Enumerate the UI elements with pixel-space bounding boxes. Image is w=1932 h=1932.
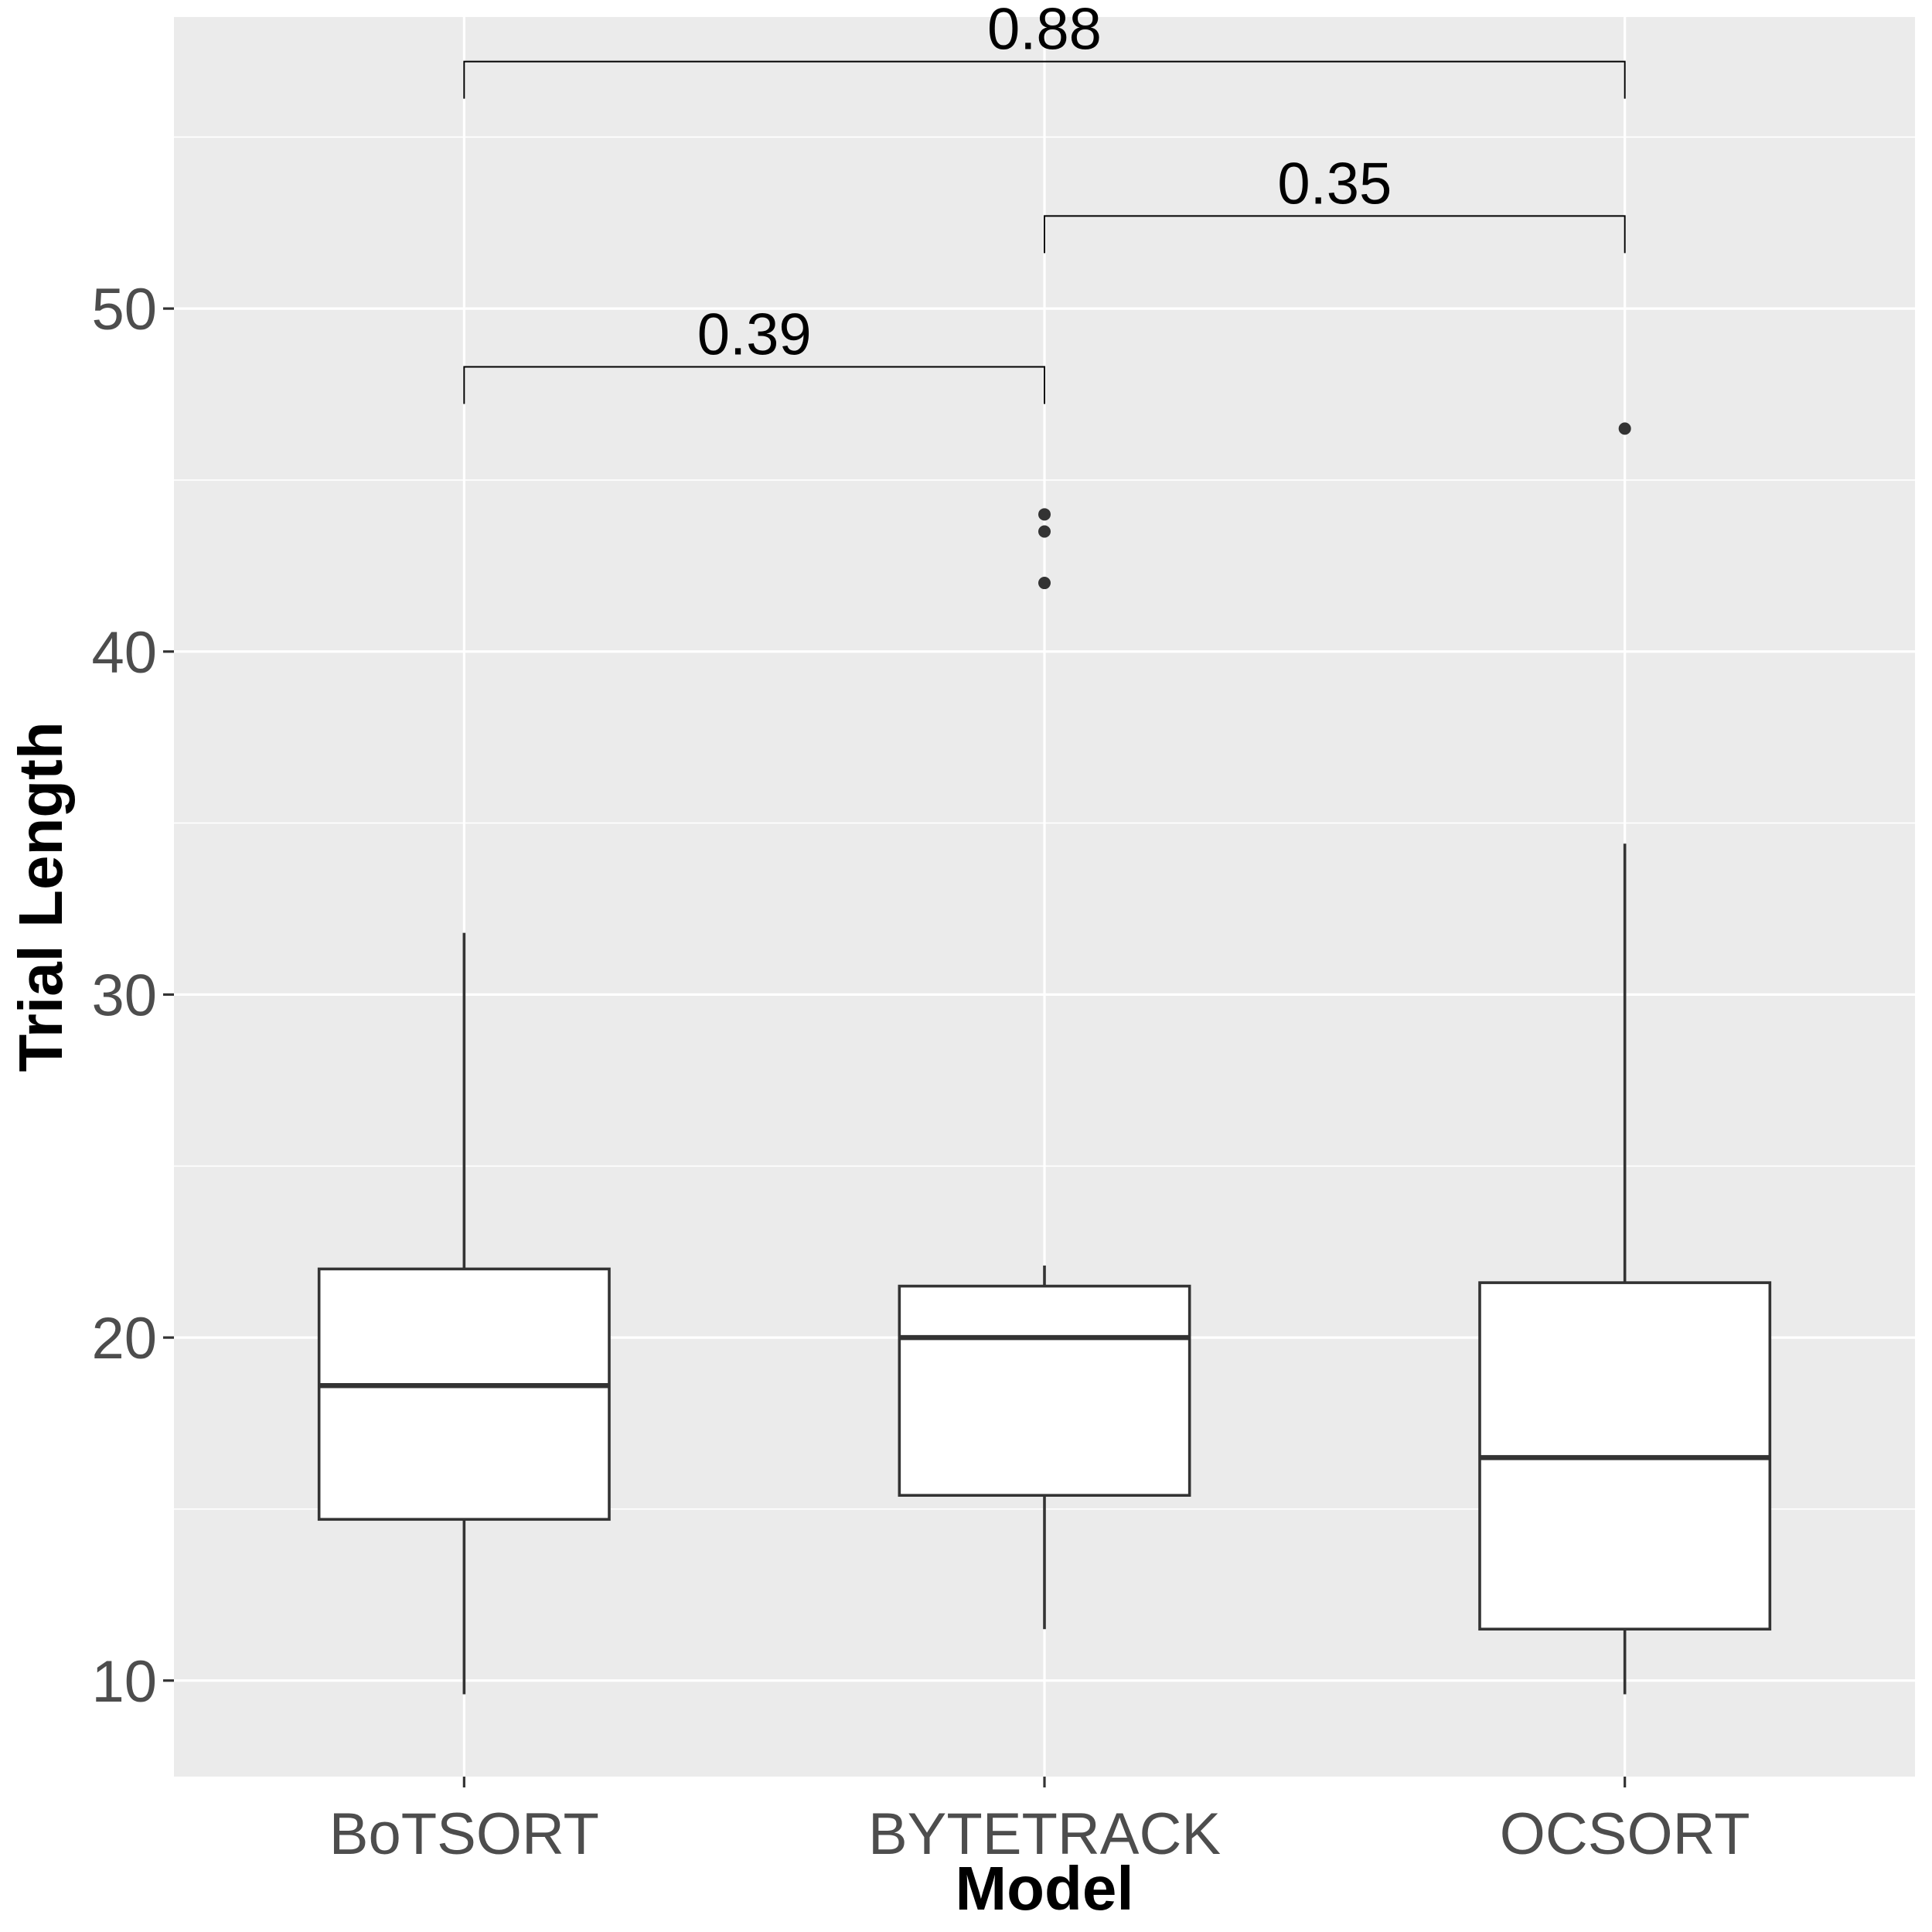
outlier-point <box>1038 508 1051 521</box>
iqr-box <box>317 1267 611 1521</box>
comparison-brackets: 0.39 0.35 0.88 <box>463 0 1626 404</box>
y-tick-label: 40 <box>91 620 157 686</box>
box-ocsort <box>1478 843 1772 1695</box>
y-tick-label: 20 <box>91 1306 157 1371</box>
comparison-bracket: 0.35 <box>1044 151 1626 254</box>
bracket-line <box>463 366 1045 404</box>
p-value-label: 0.88 <box>987 0 1102 63</box>
p-value-label: 0.35 <box>1277 151 1392 216</box>
x-axis: BoTSORT BYTETRACK OCSORT <box>329 1777 1750 1867</box>
y-tick-label: 50 <box>91 277 157 342</box>
comparison-bracket: 0.39 <box>463 302 1045 404</box>
bracket-line <box>1044 215 1626 254</box>
outlier-point <box>1038 577 1051 590</box>
box-botsort <box>317 932 611 1695</box>
y-tick-label: 10 <box>91 1649 157 1715</box>
y-axis-title: Trial Length <box>6 721 75 1072</box>
x-tick-label: BYTETRACK <box>868 1801 1221 1867</box>
y-axis: 10 20 30 40 50 <box>91 277 174 1715</box>
outlier-layer <box>1038 422 1631 590</box>
bracket-line <box>463 60 1626 99</box>
box-layer <box>317 843 1772 1695</box>
x-axis-title: Model <box>955 1854 1133 1923</box>
p-value-label: 0.39 <box>697 302 812 368</box>
box-bytetrack <box>898 1265 1191 1630</box>
outlier-point <box>1618 422 1631 435</box>
x-tick-label: OCSORT <box>1500 1801 1750 1867</box>
outlier-point <box>1038 525 1051 538</box>
iqr-box <box>898 1284 1191 1497</box>
comparison-bracket: 0.88 <box>463 0 1626 99</box>
y-tick-label: 30 <box>91 963 157 1028</box>
x-tick-label: BoTSORT <box>329 1801 599 1867</box>
